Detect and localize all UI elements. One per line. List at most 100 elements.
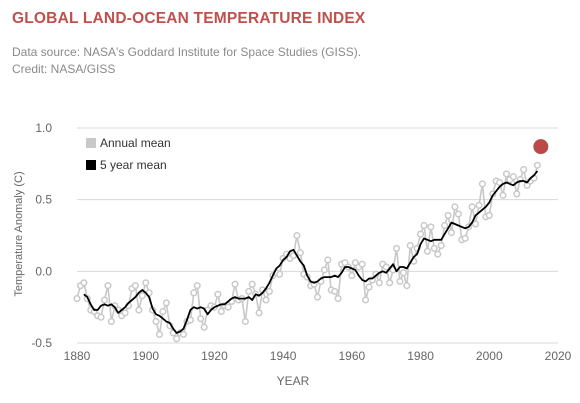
annual-mean-point bbox=[217, 307, 225, 316]
annual-mean-point bbox=[403, 282, 411, 290]
annual-mean-point bbox=[313, 293, 322, 301]
annual-mean-point bbox=[73, 295, 81, 303]
annual-mean-point bbox=[197, 315, 205, 323]
latest-value-marker bbox=[533, 139, 549, 155]
annual-mean-point bbox=[434, 250, 442, 258]
annual-mean-point bbox=[224, 303, 232, 311]
annual-mean-point bbox=[320, 266, 328, 274]
annual-mean-line bbox=[76, 165, 539, 341]
latest-value-dot bbox=[533, 139, 549, 155]
annual-mean-point bbox=[478, 180, 486, 188]
annual-mean-point bbox=[420, 221, 428, 230]
annual-mean-point bbox=[417, 230, 425, 238]
y-tick-label: 0.0 bbox=[35, 264, 52, 278]
annual-mean-point bbox=[444, 211, 452, 219]
annual-mean-point bbox=[392, 244, 401, 252]
annual-mean-point bbox=[255, 309, 263, 317]
annual-mean-point bbox=[100, 296, 109, 304]
x-tick-label: 1940 bbox=[270, 349, 297, 363]
gridlines bbox=[77, 127, 558, 344]
annual-mean-point bbox=[121, 309, 129, 317]
x-tick-label: 2020 bbox=[545, 349, 572, 363]
data-source-note: Data source: NASA's Goddard Institute fo… bbox=[12, 44, 361, 78]
annual-mean-point bbox=[293, 231, 301, 240]
x-tick-label: 2000 bbox=[476, 349, 503, 363]
five-year-mean-series bbox=[83, 170, 539, 334]
annual-mean-point bbox=[214, 290, 222, 298]
annual-mean-point bbox=[427, 223, 435, 231]
annual-mean-point bbox=[509, 173, 517, 181]
x-tick-label: 1980 bbox=[407, 349, 434, 363]
source-line: Data source: NASA's Goddard Institute fo… bbox=[12, 45, 362, 59]
annual-mean-point bbox=[324, 256, 332, 264]
annual-mean-point bbox=[375, 279, 383, 287]
x-tick-label: 1920 bbox=[201, 349, 228, 363]
annual-mean-point bbox=[386, 279, 394, 287]
annual-mean-point bbox=[142, 279, 150, 287]
annual-mean-point bbox=[430, 244, 438, 252]
y-tick-label: 0.5 bbox=[35, 193, 52, 207]
annual-mean-point bbox=[80, 279, 88, 287]
annual-mean-point bbox=[155, 330, 164, 338]
annual-mean-point bbox=[437, 241, 445, 250]
x-axis-label: YEAR bbox=[277, 374, 310, 388]
annual-mean-point bbox=[399, 269, 407, 277]
annual-mean-point bbox=[173, 335, 181, 343]
annual-mean-point bbox=[162, 299, 170, 307]
annual-mean-point bbox=[131, 282, 139, 290]
annual-mean-point bbox=[485, 211, 493, 219]
annual-mean-point bbox=[471, 220, 480, 228]
annual-mean-point bbox=[231, 280, 239, 288]
y-tick-label: -0.5 bbox=[31, 336, 52, 350]
annual-mean-point bbox=[190, 289, 198, 297]
annual-mean-point bbox=[468, 203, 476, 211]
x-axis-tick-labels: 1880 1900 1920 1940 1960 1980 2000 2020 bbox=[64, 349, 572, 363]
annual-mean-point bbox=[248, 280, 256, 288]
annual-mean-point bbox=[406, 241, 414, 250]
annual-mean-point bbox=[461, 234, 469, 242]
annual-mean-point bbox=[262, 296, 270, 304]
annual-mean-point bbox=[513, 190, 521, 198]
x-tick-label: 1880 bbox=[64, 349, 91, 363]
annual-mean-point bbox=[193, 282, 201, 290]
annual-mean-point bbox=[104, 282, 112, 290]
annual-mean-point bbox=[241, 317, 249, 326]
legend: Annual mean 5 year mean bbox=[86, 136, 171, 172]
annual-mean-point bbox=[451, 203, 459, 211]
annual-mean-point bbox=[331, 287, 339, 295]
annual-mean-point bbox=[159, 307, 167, 316]
legend-swatch-five-year bbox=[86, 160, 96, 170]
x-tick-label: 1900 bbox=[132, 349, 159, 363]
annual-mean-point bbox=[200, 323, 208, 331]
annual-mean-point bbox=[533, 161, 541, 169]
annual-mean-series bbox=[73, 161, 541, 343]
annual-mean-point bbox=[135, 306, 143, 314]
annual-mean-point bbox=[382, 263, 390, 271]
annual-mean-point bbox=[496, 178, 504, 187]
annual-mean-point bbox=[454, 210, 462, 218]
annual-mean-point bbox=[423, 247, 431, 255]
annual-mean-point bbox=[107, 317, 115, 326]
legend-label-annual: Annual mean bbox=[100, 136, 171, 150]
y-axis-label: Temperature Anomaly (C) bbox=[13, 171, 25, 296]
annual-mean-point bbox=[265, 287, 273, 295]
annual-mean-point bbox=[365, 283, 373, 291]
annual-mean-point bbox=[475, 201, 483, 209]
annual-mean-point bbox=[138, 292, 146, 300]
legend-swatch-annual bbox=[86, 138, 96, 148]
annual-mean-point bbox=[348, 272, 356, 280]
legend-label-five-year: 5 year mean bbox=[100, 158, 167, 172]
annual-mean-point bbox=[520, 166, 528, 174]
annual-mean-point bbox=[362, 296, 370, 304]
annual-mean-point bbox=[276, 270, 284, 278]
annual-mean-point bbox=[179, 330, 188, 338]
annual-mean-point bbox=[396, 277, 404, 285]
annual-mean-point bbox=[358, 260, 366, 268]
x-tick-label: 1960 bbox=[339, 349, 366, 363]
annual-mean-point bbox=[499, 191, 507, 199]
y-axis-tick-labels: 1.0 0.5 0.0 -0.5 bbox=[31, 121, 52, 350]
credit-line: Credit: NASA/GISS bbox=[12, 62, 116, 76]
chart-title: GLOBAL LAND-OCEAN TEMPERATURE INDEX bbox=[12, 10, 366, 27]
annual-mean-point bbox=[97, 313, 105, 321]
